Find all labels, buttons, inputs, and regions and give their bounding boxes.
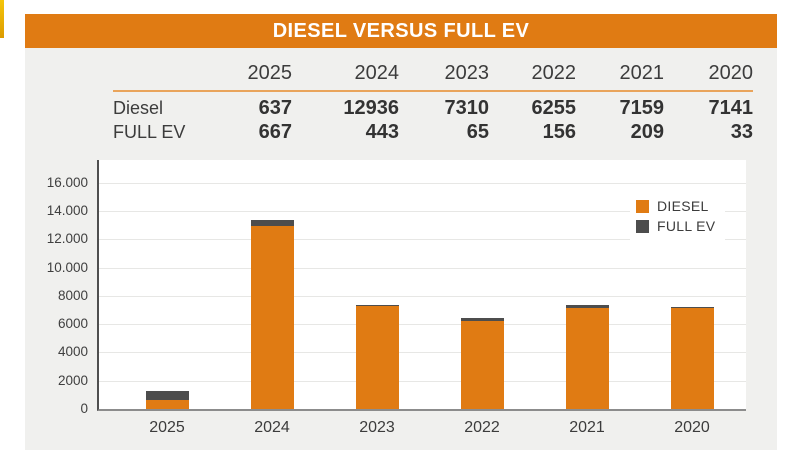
gridline-12000 bbox=[99, 239, 746, 241]
x-tick-label: 2023 bbox=[359, 419, 395, 436]
gridline-14000 bbox=[99, 210, 746, 212]
y-tick-label: 16.000 bbox=[46, 174, 88, 190]
table-value: 443 bbox=[365, 121, 399, 143]
bar-full-ev-2024 bbox=[250, 219, 294, 226]
bar-full-ev-2023 bbox=[355, 304, 399, 306]
bar-full-ev-2020 bbox=[670, 306, 714, 308]
bar-full-ev-2025 bbox=[145, 390, 189, 400]
values-table: 2025 2024 2023 2022 2021 2020 Diesel 637 12936 73… bbox=[113, 61, 753, 144]
gridline-10000 bbox=[99, 267, 746, 269]
bar-diesel-2021 bbox=[565, 307, 609, 409]
chart-title-bar: DIESEL VERSUS FULL EV bbox=[25, 14, 777, 48]
gridline-16000 bbox=[99, 182, 746, 184]
gold-accent-strip bbox=[0, 0, 4, 38]
table-corner bbox=[113, 61, 193, 90]
bar-diesel-2020 bbox=[670, 307, 714, 409]
table-value: 12936 bbox=[343, 97, 399, 119]
y-tick-label: 12.000 bbox=[46, 231, 88, 247]
table-value: 33 bbox=[730, 121, 753, 143]
table-value: 7141 bbox=[708, 97, 754, 119]
bar-diesel-2024 bbox=[250, 226, 294, 409]
gridline-6000 bbox=[99, 324, 746, 326]
plot-area: DIESEL FULL EV bbox=[97, 160, 746, 411]
bar-full-ev-2021 bbox=[565, 304, 609, 308]
legend-entry-full-ev: FULL EV bbox=[636, 218, 715, 234]
gridline-4000 bbox=[99, 352, 746, 354]
x-tick-label: 2022 bbox=[464, 419, 500, 436]
x-tick-label: 2024 bbox=[254, 419, 290, 436]
chart-title: DIESEL VERSUS FULL EV bbox=[272, 20, 530, 42]
x-axis-tick-labels: 2025 2024 2023 2022 2021 2020 bbox=[99, 417, 746, 439]
table-row-label: FULL EV bbox=[113, 122, 186, 142]
table-value: 6255 bbox=[531, 97, 577, 119]
x-tick-label: 2025 bbox=[149, 419, 185, 436]
table-year-header: 2025 bbox=[247, 62, 293, 84]
bar-diesel-2023 bbox=[355, 305, 399, 409]
x-tick-label: 2020 bbox=[674, 419, 710, 436]
y-tick-label: 10.000 bbox=[46, 259, 88, 275]
table-value: 156 bbox=[542, 121, 576, 143]
legend-swatch-icon bbox=[636, 219, 649, 233]
table-value: 7310 bbox=[444, 97, 490, 119]
table-value: 667 bbox=[258, 121, 292, 143]
table-value: 7159 bbox=[619, 97, 665, 119]
y-tick-label: 6000 bbox=[57, 316, 88, 332]
y-tick-label: 0 bbox=[80, 401, 88, 416]
table-year-header: 2024 bbox=[354, 62, 400, 84]
y-tick-label: 2000 bbox=[57, 372, 88, 388]
report-card: DIESEL VERSUS FULL EV 2025 2024 2023 2022 20… bbox=[25, 14, 777, 450]
y-axis-tick-labels: 16.000 14.000 12.000 10.000 8000 6000 4000 2000… bbox=[25, 160, 88, 416]
table-year-header: 2020 bbox=[708, 62, 754, 84]
table-row-label: Diesel bbox=[113, 98, 164, 118]
y-tick-label: 14.000 bbox=[46, 202, 88, 218]
gridline-2000 bbox=[99, 380, 746, 382]
legend-label: FULL EV bbox=[657, 218, 716, 234]
table-year-header: 2021 bbox=[619, 62, 665, 84]
legend-label: DIESEL bbox=[657, 198, 709, 214]
legend-swatch-icon bbox=[636, 199, 649, 213]
bar-diesel-2022 bbox=[460, 320, 504, 409]
chart-legend: DIESEL FULL EV bbox=[630, 190, 726, 242]
legend-entry-diesel: DIESEL bbox=[636, 198, 715, 214]
bar-diesel-2025 bbox=[145, 400, 189, 409]
table-value: 65 bbox=[466, 121, 489, 143]
table-header-rule bbox=[113, 90, 753, 92]
gridline-8000 bbox=[99, 295, 746, 297]
table-value: 209 bbox=[630, 121, 664, 143]
y-tick-label: 8000 bbox=[57, 287, 88, 303]
x-tick-label: 2021 bbox=[569, 419, 605, 436]
table-year-header: 2022 bbox=[531, 62, 577, 84]
y-tick-label: 4000 bbox=[57, 344, 88, 360]
table-value: 637 bbox=[258, 97, 292, 119]
table-year-header: 2023 bbox=[444, 62, 490, 84]
bar-full-ev-2022 bbox=[460, 318, 504, 321]
